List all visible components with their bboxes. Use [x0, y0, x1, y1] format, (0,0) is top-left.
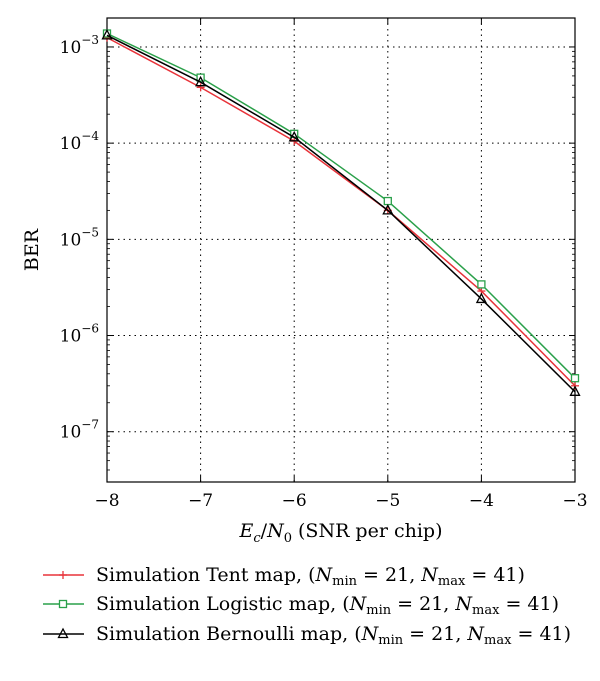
- series-lines: [101, 28, 581, 396]
- series-logistic: [102, 29, 580, 383]
- y-tick-label: 10−4: [60, 129, 100, 154]
- legend-item-logistic: Simulation Logistic map, (Nmin = 21, Nma…: [43, 593, 559, 618]
- data-point-bernoulli: [195, 75, 207, 87]
- x-tick-label: −8: [94, 491, 119, 511]
- legend-marker-logistic: [58, 599, 68, 609]
- data-point-logistic: [477, 280, 486, 289]
- data-point-bernoulli: [288, 130, 300, 142]
- legend: Simulation Tent map, (Nmin = 21, Nmax = …: [43, 564, 571, 648]
- series-tent: [103, 33, 579, 390]
- y-tick-label: 10−7: [60, 418, 99, 443]
- data-point-tent: [196, 83, 205, 92]
- x-tick-label: −7: [188, 491, 213, 511]
- plot-frame: [106, 17, 576, 483]
- x-tick-label: −6: [282, 491, 307, 511]
- y-tick-label: 10−3: [60, 33, 99, 58]
- grid: [106, 18, 576, 482]
- legend-item-tent: Simulation Tent map, (Nmin = 21, Nmax = …: [43, 564, 525, 589]
- x-tick-label: −5: [375, 491, 400, 511]
- y-axis-label: BER: [21, 228, 43, 271]
- legend-label-tent: Simulation Tent map, (Nmin = 21, Nmax = …: [96, 564, 525, 589]
- legend-marker-bernoulli: [57, 627, 69, 639]
- y-tick-label: 10−6: [60, 322, 99, 347]
- legend-marker-tent: [59, 571, 67, 579]
- legend-label-bernoulli: Simulation Bernoulli map, (Nmin = 21, Nm…: [96, 623, 571, 648]
- x-axis-label: Ec/N0 (SNR per chip): [239, 520, 443, 546]
- y-tick-label: 10−5: [60, 225, 99, 250]
- data-point-bernoulli: [569, 385, 581, 396]
- data-point-logistic: [383, 196, 392, 206]
- axis-ticks: −8 −7 −6 −5 −4 −3 10−3 10−4 10−5 10−6 10−7: [60, 17, 588, 511]
- data-point-bernoulli: [382, 203, 394, 215]
- series-bernoulli: [101, 28, 581, 396]
- data-point-bernoulli: [101, 28, 113, 40]
- x-tick-label: −4: [469, 491, 494, 511]
- series-line-tent: [106, 36, 576, 387]
- data-point-bernoulli: [475, 292, 487, 304]
- series-line-logistic: [106, 32, 576, 379]
- legend-item-bernoulli: Simulation Bernoulli map, (Nmin = 21, Nm…: [43, 623, 571, 648]
- legend-label-logistic: Simulation Logistic map, (Nmin = 21, Nma…: [96, 593, 559, 618]
- data-point-logistic: [570, 374, 580, 383]
- x-tick-label: −3: [562, 491, 587, 511]
- series-line-bernoulli: [106, 34, 576, 393]
